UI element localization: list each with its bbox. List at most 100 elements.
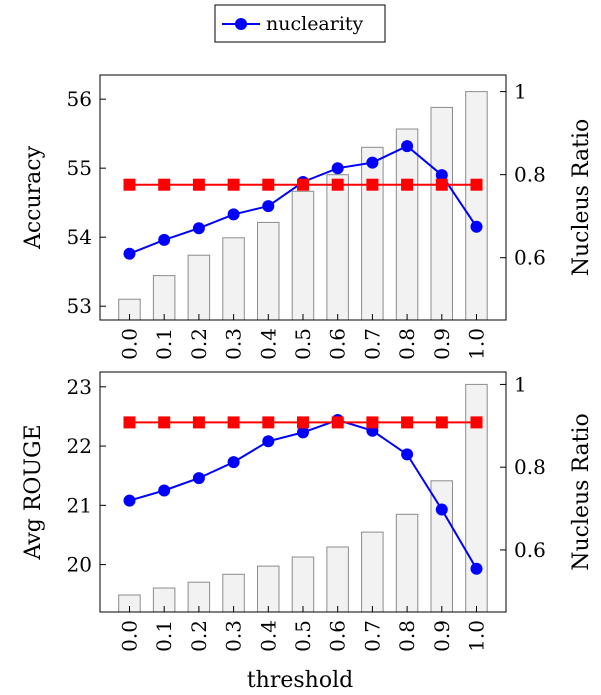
y2-tick-label: 1 [514, 372, 527, 396]
baseline-point [331, 416, 344, 429]
nuclearity-point [262, 200, 275, 213]
nuclearity-point [262, 435, 275, 448]
bar [257, 221, 280, 321]
baseline-point [192, 416, 205, 429]
nuclearity-point [192, 472, 205, 485]
baseline-point [158, 416, 171, 429]
y2-axis-title: Nucleus Ratio [569, 413, 594, 571]
x-tick-label: 0.5 [291, 620, 315, 652]
nuclearity-point [158, 484, 171, 497]
baseline-point [435, 178, 448, 191]
y-tick-label: 54 [67, 225, 92, 249]
nuclearity-point [401, 448, 414, 461]
baseline-point [435, 416, 448, 429]
y-tick-label: 20 [67, 553, 92, 577]
baseline-point [366, 178, 379, 191]
bar [465, 91, 488, 321]
x-tick-label: 1.0 [465, 328, 489, 360]
y2-tick-label: 0.6 [514, 538, 546, 562]
x-tick-label: 0.6 [326, 620, 350, 652]
x-tick-label: 0.9 [430, 620, 454, 652]
x-tick-label: 0.4 [256, 328, 280, 360]
nuclearity-point [227, 208, 240, 221]
x-tick-label: 0.1 [152, 620, 176, 652]
y-tick-label: 23 [67, 375, 92, 399]
baseline-point [470, 178, 483, 191]
x-tick-label: 0.0 [118, 620, 142, 652]
nuclearity-point [158, 233, 171, 246]
legend-circle-marker [235, 18, 247, 30]
nuclearity-point [435, 503, 448, 516]
baseline-point [192, 178, 205, 191]
bar [152, 275, 176, 321]
y2-tick-label: 0.6 [514, 246, 546, 270]
x-axis-title: threshold [247, 668, 353, 693]
bar [222, 237, 245, 321]
x-tick-label: 0.8 [395, 328, 419, 360]
bar [291, 556, 315, 613]
y-tick-label: 22 [67, 434, 92, 458]
y2-tick-label: 1 [514, 80, 527, 104]
x-tick-label: 0.3 [222, 620, 246, 652]
nuclearity-line [129, 418, 478, 570]
x-tick-label: 0.7 [360, 620, 384, 652]
x-tick-label: 0.0 [118, 328, 142, 360]
legend-label: nuclearity [266, 13, 364, 35]
bar [395, 513, 419, 613]
baseline-point [262, 416, 275, 429]
x-tick-label: 1.0 [465, 620, 489, 652]
baseline-point [297, 178, 309, 191]
legend: nuclearity [214, 4, 386, 43]
rouge-panel: 20 21 22 23 0.6 0.8 1 0.0 0.1 0.2 0.3 0.4 0.5 0.6 0.7 0… [21, 371, 594, 652]
baseline-point [227, 178, 240, 191]
baseline-point [470, 416, 483, 429]
x-tick-label: 0.2 [187, 328, 211, 360]
y-tick-label: 56 [67, 87, 92, 111]
bar [326, 174, 349, 321]
x-tick-label: 0.7 [360, 328, 384, 360]
x-tick-label: 0.4 [256, 620, 280, 652]
nuclearity-point [470, 562, 483, 575]
nuclearity-point [192, 222, 205, 235]
y-axis-title: Accuracy [21, 145, 46, 250]
nuclearity-point [366, 156, 379, 169]
bar [326, 546, 349, 613]
x-tick-label: 0.5 [291, 328, 315, 360]
y2-axis-title: Nucleus Ratio [569, 119, 594, 277]
x-tick-label: 0.2 [187, 620, 211, 652]
baseline-point [262, 178, 275, 191]
baseline-point [297, 416, 309, 429]
nuclearity-point [297, 426, 309, 439]
y2-tick-label: 0.8 [514, 163, 546, 187]
baseline-point [366, 416, 379, 429]
x-tick-label: 0.3 [222, 328, 246, 360]
bar [395, 128, 419, 321]
y-tick-label: 21 [67, 493, 92, 517]
y-tick-label: 53 [67, 294, 92, 318]
nuclearity-point [401, 140, 414, 153]
y2-tick-label: 0.8 [514, 455, 546, 479]
bar [430, 106, 453, 321]
bar [361, 146, 384, 321]
nuclearity-point [123, 494, 136, 507]
x-tick-label: 0.9 [430, 328, 454, 360]
x-tick-label: 0.6 [326, 328, 350, 360]
nuclearity-point [227, 456, 240, 469]
baseline-point [401, 416, 414, 429]
bar [187, 254, 211, 321]
accuracy-panel: 53 54 55 56 0.6 0.8 1 0.0 0.1 0.2 0.3 0.4 0.5 0.6 0.7 0… [21, 74, 594, 360]
baseline-point [401, 178, 414, 191]
bar [430, 480, 453, 613]
x-tick-label: 0.1 [152, 328, 176, 360]
nuclearity-point [435, 169, 448, 182]
baseline-point [227, 416, 240, 429]
baseline-point [123, 416, 136, 429]
nuclearity-point [123, 247, 136, 260]
baseline-point [331, 178, 344, 191]
y-axis-title: Avg ROUGE [21, 424, 46, 560]
nuclearity-point [331, 162, 344, 175]
y-tick-label: 55 [67, 156, 92, 180]
nuclearity-point [470, 220, 483, 233]
baseline-point [123, 178, 136, 191]
